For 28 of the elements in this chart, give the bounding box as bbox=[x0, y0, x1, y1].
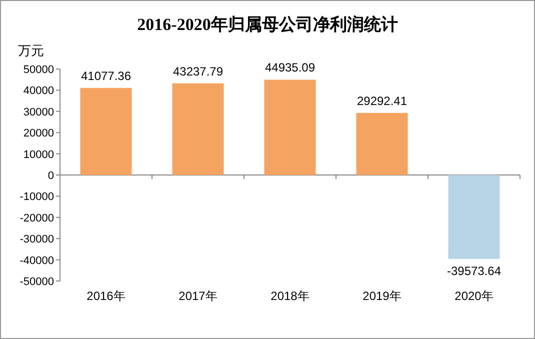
data-label: 44935.09 bbox=[264, 60, 316, 75]
x-tick-label: 2017年 bbox=[178, 289, 218, 303]
y-tick-label: 20000 bbox=[23, 128, 54, 140]
y-tick-label: -20000 bbox=[20, 212, 54, 224]
data-label: -39573.64 bbox=[446, 264, 502, 278]
y-tick-label: 40000 bbox=[23, 85, 54, 98]
bar bbox=[356, 112, 408, 175]
y-tick-label: 10000 bbox=[23, 148, 54, 161]
bar bbox=[172, 83, 224, 175]
y-tick-label: 50000 bbox=[23, 64, 54, 76]
y-tick-label: -30000 bbox=[20, 234, 54, 246]
bar bbox=[264, 80, 316, 175]
x-tick-label: 2019年 bbox=[362, 289, 402, 303]
y-tick-label: -50000 bbox=[20, 276, 54, 288]
chart-title: 2016-2020年归属母公司净利润统计 bbox=[137, 15, 398, 34]
y-axis-title: 万元 bbox=[18, 43, 44, 58]
y-tick-label: -40000 bbox=[20, 254, 54, 267]
bar bbox=[80, 88, 132, 175]
data-label: 43237.79 bbox=[172, 64, 224, 78]
x-tick-label: 2020年 bbox=[454, 289, 494, 303]
y-tick-label: -10000 bbox=[20, 191, 54, 204]
x-tick-label: 2018年 bbox=[270, 289, 310, 303]
data-label: 29292.41 bbox=[356, 94, 408, 108]
y-tick-label: 30000 bbox=[23, 106, 54, 118]
bar bbox=[448, 175, 500, 259]
y-tick-label: 0 bbox=[48, 170, 54, 182]
data-label: 41077.36 bbox=[80, 68, 132, 83]
x-tick-label: 2016年 bbox=[86, 289, 126, 303]
